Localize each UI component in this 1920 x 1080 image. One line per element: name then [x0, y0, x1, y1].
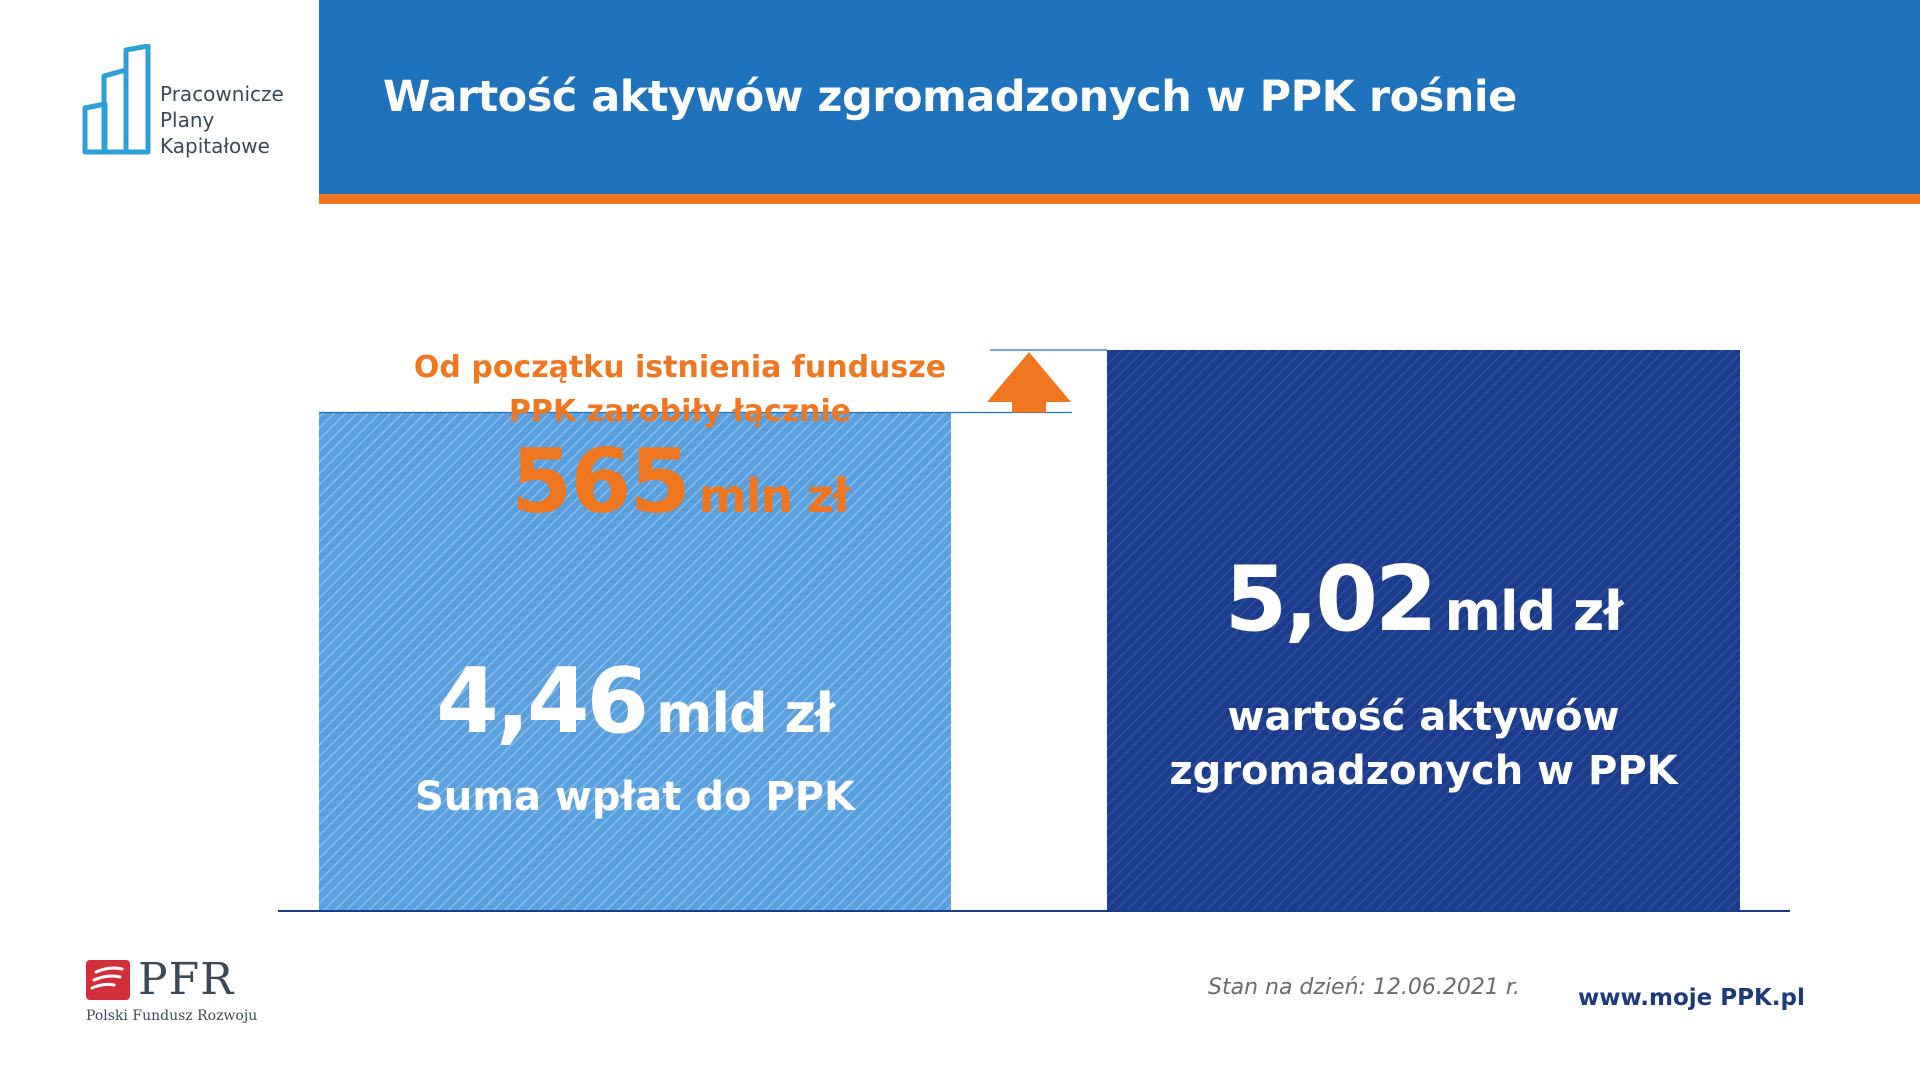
pfr-logo-subtitle: Polski Fundusz Rozwoju — [86, 1008, 258, 1024]
ppk-logo-text: Pracownicze Plany Kapitałowe — [160, 81, 284, 159]
bar-value-number: 4,46 — [436, 649, 649, 754]
ppk-logo-line: Kapitałowe — [160, 134, 270, 158]
annotation-number: 565 — [510, 430, 691, 533]
data-date-note: Stan na dzień: 12.06.2021 r. — [1208, 975, 1520, 1000]
bar-description: Suma wpłat do PPK — [319, 770, 951, 824]
header-accent-stripe — [319, 194, 1920, 204]
website-url[interactable]: www.moje PPK.pl — [1578, 985, 1805, 1011]
header-bar — [319, 0, 1920, 194]
bar-description-line: wartość aktywów — [1227, 694, 1620, 740]
bar-value-label: 4,46 mld zł — [319, 652, 951, 764]
bar-description-line: Suma wpłat do PPK — [414, 774, 856, 820]
page-title: Wartość aktywów zgromadzonych w PPK rośn… — [383, 72, 1517, 122]
bar-description: wartość aktywów zgromadzonych w PPK — [1107, 690, 1740, 798]
ppk-logo: Pracownicze Plany Kapitałowe — [82, 44, 302, 164]
annotation-line: Od początku istnienia fundusze — [413, 350, 947, 385]
bar-value-number: 5,02 — [1224, 547, 1438, 652]
bar-description-line: zgromadzonych w PPK — [1169, 748, 1678, 794]
up-arrow-icon — [987, 352, 1071, 413]
bar-value-label: 5,02 mld zł — [1107, 550, 1740, 662]
pfr-logo-word: PFR — [138, 954, 235, 1005]
bar-wartosc-aktywow — [1107, 350, 1740, 910]
bar-value-unit: mld zł — [1444, 580, 1624, 643]
buildings-bars-icon — [82, 44, 151, 155]
annotation-line: PPK zarobiły łącznie — [508, 394, 852, 429]
pfr-logo-icon — [86, 960, 130, 1000]
bar-suma-wplat — [319, 412, 951, 910]
bar-value-unit: mld zł — [656, 682, 835, 745]
ppk-logo-line: Plany — [160, 108, 215, 132]
annotation-value: 565 mln zł — [380, 432, 980, 546]
ppk-logo-line: Pracownicze — [160, 82, 284, 106]
pfr-logo: PFR Polski Fundusz Rozwoju — [86, 954, 257, 1024]
annotation-unit: mln zł — [698, 469, 850, 523]
